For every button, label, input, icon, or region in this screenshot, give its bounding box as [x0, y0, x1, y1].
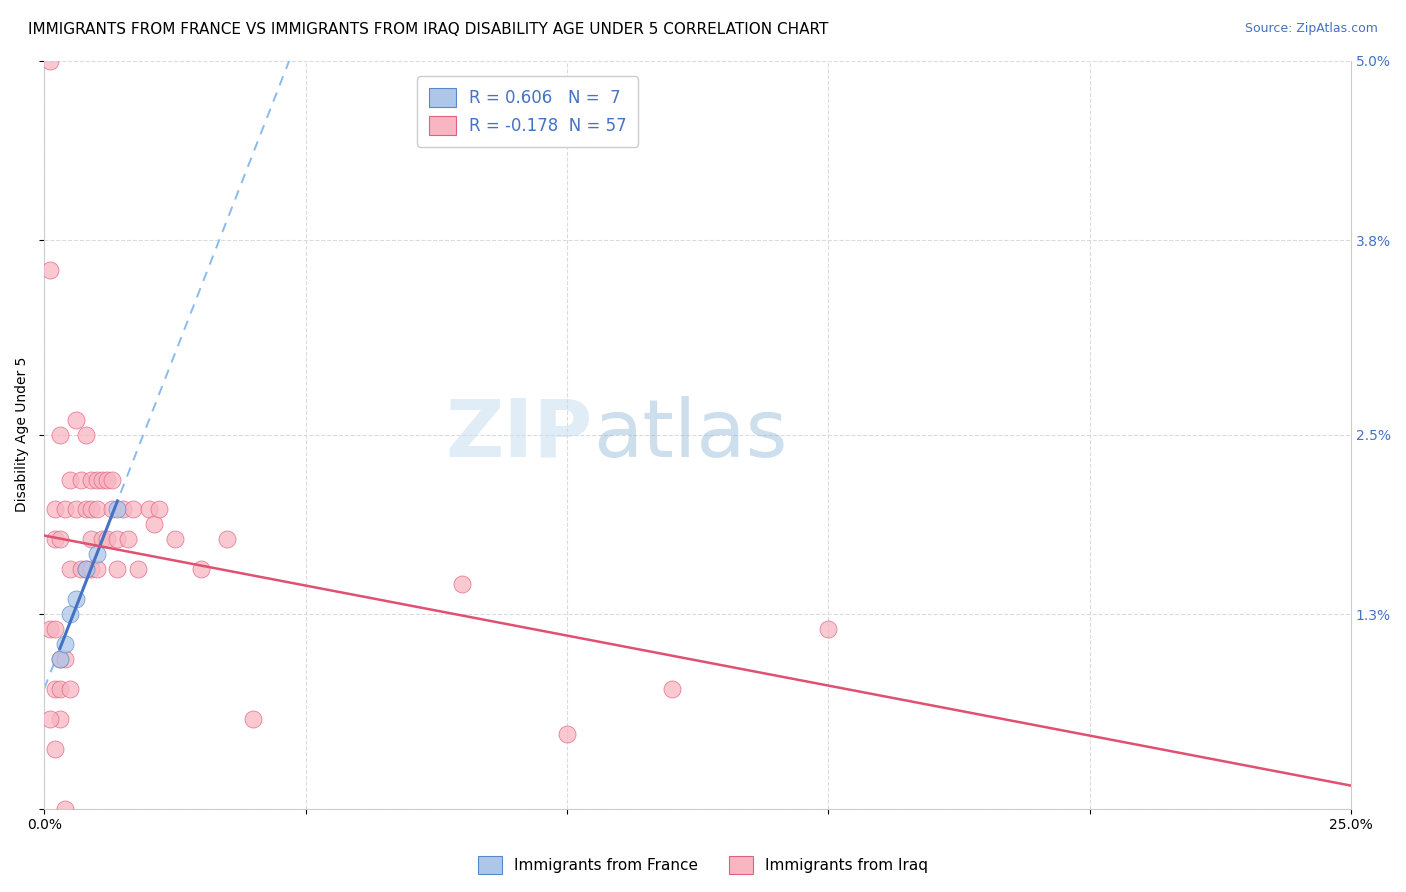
Point — [38, 622, 60, 636]
Point — [127, 562, 149, 576]
Point — [70, 562, 93, 576]
Point — [101, 473, 124, 487]
Point — [44, 502, 66, 516]
Point — [122, 502, 145, 516]
Point — [242, 712, 264, 726]
Point — [49, 652, 72, 666]
Point — [117, 533, 139, 547]
Point — [38, 263, 60, 277]
Legend: R = 0.606   N =  7, R = -0.178  N = 57: R = 0.606 N = 7, R = -0.178 N = 57 — [418, 77, 638, 146]
Point — [101, 502, 124, 516]
Point — [49, 533, 72, 547]
Point — [86, 473, 108, 487]
Y-axis label: Disability Age Under 5: Disability Age Under 5 — [15, 357, 30, 512]
Point — [49, 712, 72, 726]
Text: atlas: atlas — [593, 396, 787, 474]
Point — [90, 533, 112, 547]
Text: ZIP: ZIP — [446, 396, 593, 474]
Point — [163, 533, 186, 547]
Text: IMMIGRANTS FROM FRANCE VS IMMIGRANTS FROM IRAQ DISABILITY AGE UNDER 5 CORRELATIO: IMMIGRANTS FROM FRANCE VS IMMIGRANTS FRO… — [28, 22, 828, 37]
Point — [107, 502, 129, 516]
Point — [86, 502, 108, 516]
Point — [138, 502, 160, 516]
Point — [38, 54, 60, 68]
Point — [53, 652, 76, 666]
Point — [49, 681, 72, 696]
Point — [555, 727, 578, 741]
Point — [49, 427, 72, 442]
Point — [65, 413, 87, 427]
Point — [44, 681, 66, 696]
Point — [59, 607, 82, 622]
Point — [661, 681, 683, 696]
Point — [65, 592, 87, 607]
Point — [817, 622, 839, 636]
Point — [80, 533, 103, 547]
Point — [107, 533, 129, 547]
Point — [70, 473, 93, 487]
Point — [38, 712, 60, 726]
Point — [80, 502, 103, 516]
Point — [451, 577, 474, 591]
Point — [80, 473, 103, 487]
Point — [65, 502, 87, 516]
Point — [44, 622, 66, 636]
Point — [86, 562, 108, 576]
Point — [86, 547, 108, 561]
Point — [75, 502, 97, 516]
Point — [148, 502, 170, 516]
Point — [44, 533, 66, 547]
Point — [80, 562, 103, 576]
Point — [75, 427, 97, 442]
Point — [59, 473, 82, 487]
Point — [75, 562, 97, 576]
Point — [53, 637, 76, 651]
Legend: Immigrants from France, Immigrants from Iraq: Immigrants from France, Immigrants from … — [471, 850, 935, 880]
Point — [44, 742, 66, 756]
Point — [96, 473, 118, 487]
Point — [143, 517, 166, 532]
Point — [53, 502, 76, 516]
Point — [96, 533, 118, 547]
Point — [111, 502, 134, 516]
Point — [190, 562, 212, 576]
Point — [59, 562, 82, 576]
Point — [107, 562, 129, 576]
Point — [49, 652, 72, 666]
Point — [59, 681, 82, 696]
Point — [53, 802, 76, 816]
Point — [217, 533, 239, 547]
Text: Source: ZipAtlas.com: Source: ZipAtlas.com — [1244, 22, 1378, 36]
Point — [75, 562, 97, 576]
Point — [90, 473, 112, 487]
